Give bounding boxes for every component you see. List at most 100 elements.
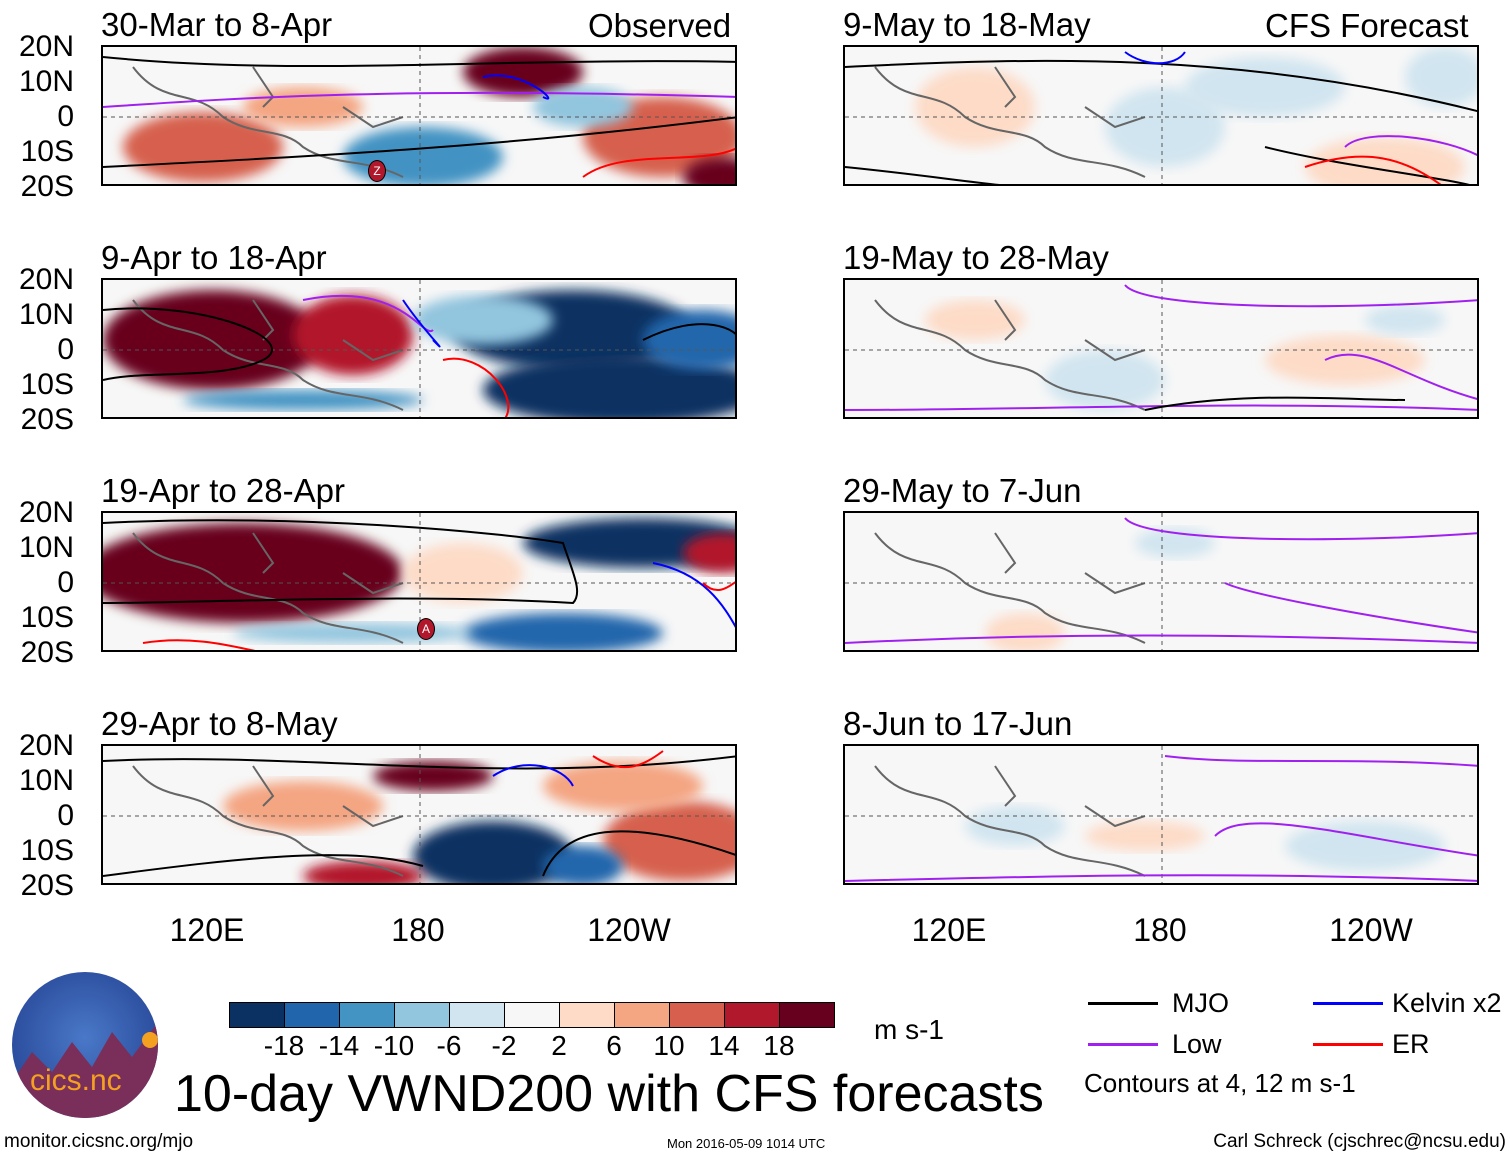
- anomaly-shading: [1285, 821, 1445, 871]
- anomaly-shading: [343, 127, 503, 184]
- coastline: [132, 299, 404, 411]
- contour-note: Contours at 4, 12 m s-1: [1084, 1068, 1356, 1098]
- anomaly-shading: [683, 533, 735, 573]
- legend-kelvin-line: [1313, 1002, 1383, 1005]
- contour-line: [845, 874, 1477, 882]
- contour-line: [103, 854, 424, 877]
- lat-label: 10N: [18, 298, 74, 331]
- coastline: [874, 765, 1146, 877]
- colorbar-swatch: [505, 1003, 560, 1027]
- panel-title: 19-May to 28-May: [843, 239, 1109, 276]
- contour-line: [652, 562, 735, 628]
- contour-line: [103, 755, 735, 770]
- colorbar-swatch: [725, 1003, 780, 1027]
- colorbar-swatch: [780, 1003, 834, 1027]
- colorbar-swatch: [230, 1003, 285, 1027]
- anomaly-shading: [925, 300, 1025, 340]
- coastline: [874, 66, 1146, 178]
- colorbar-label: 6: [606, 1030, 622, 1061]
- figure-title: 10-day VWND200 with CFS forecasts: [174, 1065, 1044, 1123]
- panel-title: 19-Apr to 28-Apr: [101, 472, 345, 509]
- lat-label: 0: [57, 100, 74, 133]
- contour-line: [845, 166, 1000, 184]
- anomaly-shading: [223, 781, 383, 831]
- contour-line: [103, 56, 735, 68]
- footer-timestamp: Mon 2016-05-09 1014 UTC: [667, 1136, 826, 1151]
- contour-line: [1304, 155, 1442, 184]
- colorbar-label: -10: [373, 1030, 415, 1061]
- colorbar-label: 2: [551, 1030, 567, 1061]
- map-panel: [843, 278, 1479, 419]
- contour-line: [1224, 582, 1477, 634]
- lat-label: 20S: [20, 403, 74, 436]
- colorbar-swatch: [340, 1003, 395, 1027]
- anomaly-shading: [183, 390, 423, 410]
- contour-line: [103, 519, 579, 605]
- storm-marker: Z: [368, 160, 386, 182]
- colorbar-swatch: [395, 1003, 450, 1027]
- colorbar-label: 18: [763, 1030, 795, 1061]
- legend-low-line: [1088, 1043, 1158, 1046]
- lat-label: 0: [57, 799, 74, 832]
- anomaly-shading: [463, 47, 583, 97]
- coastline: [874, 299, 1146, 411]
- colorbar-label: -14: [318, 1030, 360, 1061]
- anomaly-shading: [523, 518, 735, 568]
- anomaly-shading: [915, 67, 1035, 147]
- anomaly-shading: [1265, 335, 1425, 385]
- anomaly-shading: [1405, 47, 1477, 107]
- anomaly-shading: [543, 761, 703, 811]
- contour-line: [582, 147, 735, 178]
- anomaly-shading: [123, 112, 283, 182]
- lat-label: 20S: [20, 636, 74, 669]
- footer-url[interactable]: monitor.cicsnc.org/mjo: [4, 1131, 194, 1152]
- coastline: [132, 765, 404, 877]
- colorbar-swatch: [670, 1003, 725, 1027]
- legend-er-line: [1313, 1043, 1383, 1046]
- lat-label: 10N: [18, 531, 74, 564]
- colorbar-swatch: [450, 1003, 505, 1027]
- panel-title: 9-May to 18-May: [843, 6, 1091, 43]
- lat-label: 20S: [20, 869, 74, 902]
- contour-line: [592, 750, 664, 769]
- panel-title: 29-May to 7-Jun: [843, 472, 1082, 509]
- legend-mjo-line: [1088, 1002, 1158, 1005]
- contour-line: [482, 74, 550, 100]
- colorbar-swatch: [615, 1003, 670, 1027]
- colorbar-label: 10: [653, 1030, 685, 1061]
- contour-line: [845, 404, 1477, 411]
- contour-line: [1164, 755, 1477, 767]
- lat-label: 0: [57, 333, 74, 366]
- lat-label: 20S: [20, 170, 74, 203]
- anomaly-shading: [303, 861, 423, 883]
- contour-line: [442, 357, 510, 417]
- observed-label: Observed: [588, 7, 732, 44]
- anomaly-shading: [985, 613, 1065, 650]
- colorbar-label: -2: [491, 1030, 517, 1061]
- anomaly-shading: [103, 523, 403, 623]
- legend-low: Low: [1172, 1029, 1222, 1059]
- colorbar: [229, 1002, 835, 1028]
- legend-kelvin: Kelvin x2: [1392, 988, 1502, 1018]
- contour-line: [103, 116, 735, 168]
- panel-title: 8-Jun to 17-Jun: [843, 705, 1073, 742]
- lon-label: 120E: [169, 912, 245, 948]
- contour-line: [845, 634, 1477, 644]
- contour-line: [1124, 284, 1477, 308]
- anomaly-shading: [683, 157, 735, 184]
- anomaly-shading: [1305, 137, 1465, 184]
- coastline: [132, 532, 404, 644]
- colorbar-units: m s-1: [874, 1014, 944, 1045]
- contour-line: [1214, 822, 1477, 857]
- contour-line: [702, 581, 735, 591]
- lat-label: 10S: [20, 135, 74, 168]
- contour-line: [103, 91, 735, 108]
- logo: cics.nc: [12, 972, 158, 1118]
- contour-line: [1324, 353, 1477, 400]
- anomaly-shading: [243, 87, 363, 127]
- storm-marker: A: [417, 618, 435, 640]
- contour-line: [402, 299, 441, 348]
- contour-line: [492, 764, 574, 787]
- anomaly-shading: [1365, 305, 1445, 335]
- lat-label: 10S: [20, 368, 74, 401]
